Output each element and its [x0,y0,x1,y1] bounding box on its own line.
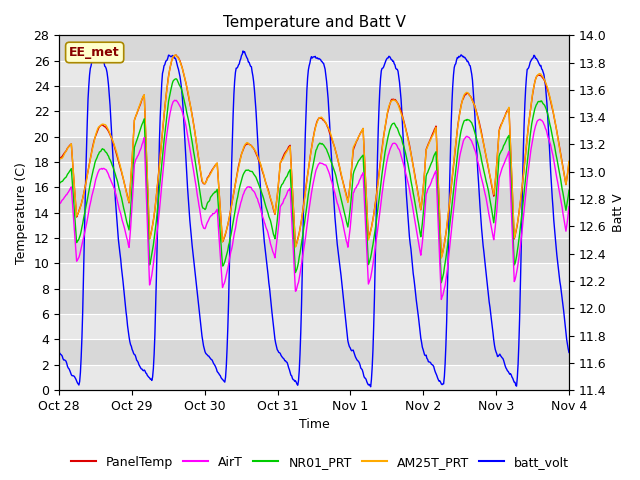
Bar [59,162,569,187]
Bar [59,365,569,390]
X-axis label: Time: Time [299,419,330,432]
Y-axis label: Batt V: Batt V [612,193,625,232]
Y-axis label: Temperature (C): Temperature (C) [15,162,28,264]
Bar [59,314,569,339]
Bar [59,111,569,137]
Text: EE_met: EE_met [69,46,120,59]
Bar [59,213,569,238]
Bar [59,60,569,86]
Legend: PanelTemp, AirT, NR01_PRT, AM25T_PRT, batt_volt: PanelTemp, AirT, NR01_PRT, AM25T_PRT, ba… [66,451,574,474]
Title: Temperature and Batt V: Temperature and Batt V [223,15,406,30]
Bar [59,264,569,289]
